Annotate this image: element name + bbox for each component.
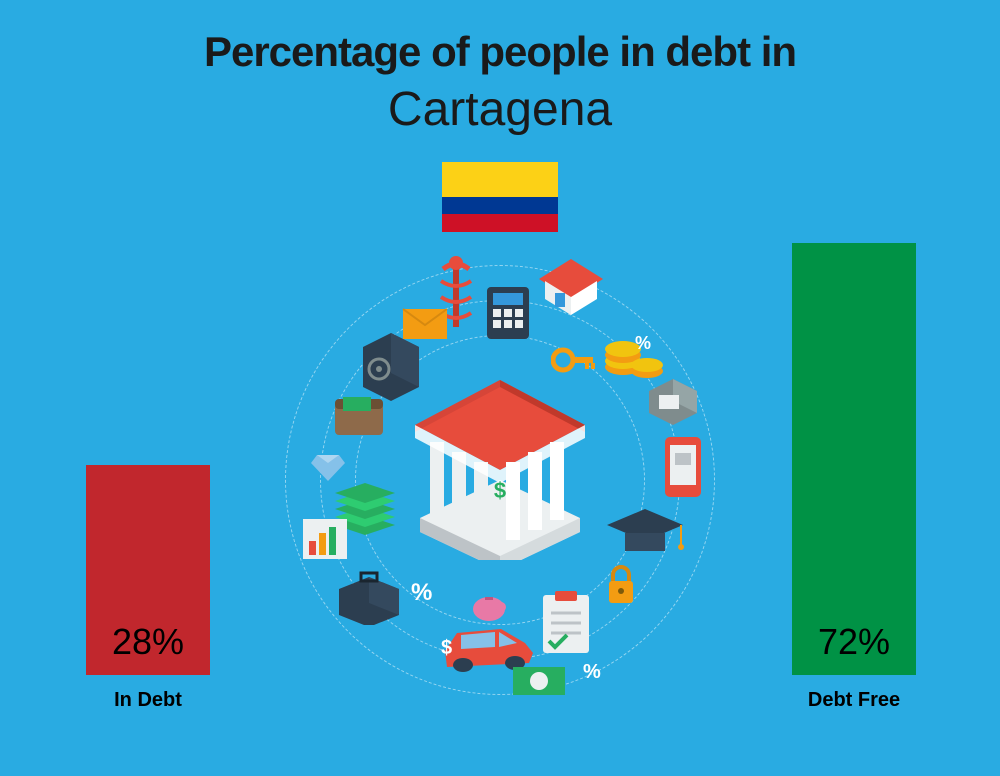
percent-icon: % [635,333,651,354]
subtitle-text: Cartagena [388,83,612,136]
phone-icon [663,435,703,499]
dollar-icon: $ [441,637,452,660]
debt-free-bar: 72% [792,243,916,675]
key-icon [551,345,595,375]
padlock-icon [605,565,637,605]
percent-icon: % [411,579,432,607]
finance-illustration: $ [285,265,715,695]
debt-free-value: 72% [818,621,890,663]
in-debt-label: In Debt [114,689,182,712]
piggy-bank-icon [469,591,509,623]
svg-text:$: $ [494,478,506,503]
title-text: Percentage of people in debt in [204,28,796,75]
clipboard-icon [539,589,593,655]
house-icon [535,255,607,317]
page-subtitle: Cartagena [0,82,1000,137]
printer-icon [645,375,701,425]
in-debt-bar-container: 28% In Debt [86,465,210,712]
briefcase-icon [333,571,405,625]
debt-free-label: Debt Free [808,689,900,712]
cash-icon [511,665,567,697]
debt-free-bar-container: 72% Debt Free [792,243,916,712]
graduation-cap-icon [603,503,687,559]
colombia-flag-icon [442,162,558,232]
wallet-icon [333,397,385,437]
in-debt-bar: 28% [86,465,210,675]
in-debt-value: 28% [112,621,184,663]
bar-chart-icon [301,517,349,561]
page-title: Percentage of people in debt in [0,28,1000,76]
envelope-icon [401,307,449,341]
diamond-icon [311,453,345,481]
percent-icon: % [583,661,601,684]
bank-building-icon: $ [400,370,600,560]
calculator-icon [485,285,531,341]
coins-icon [603,315,665,381]
